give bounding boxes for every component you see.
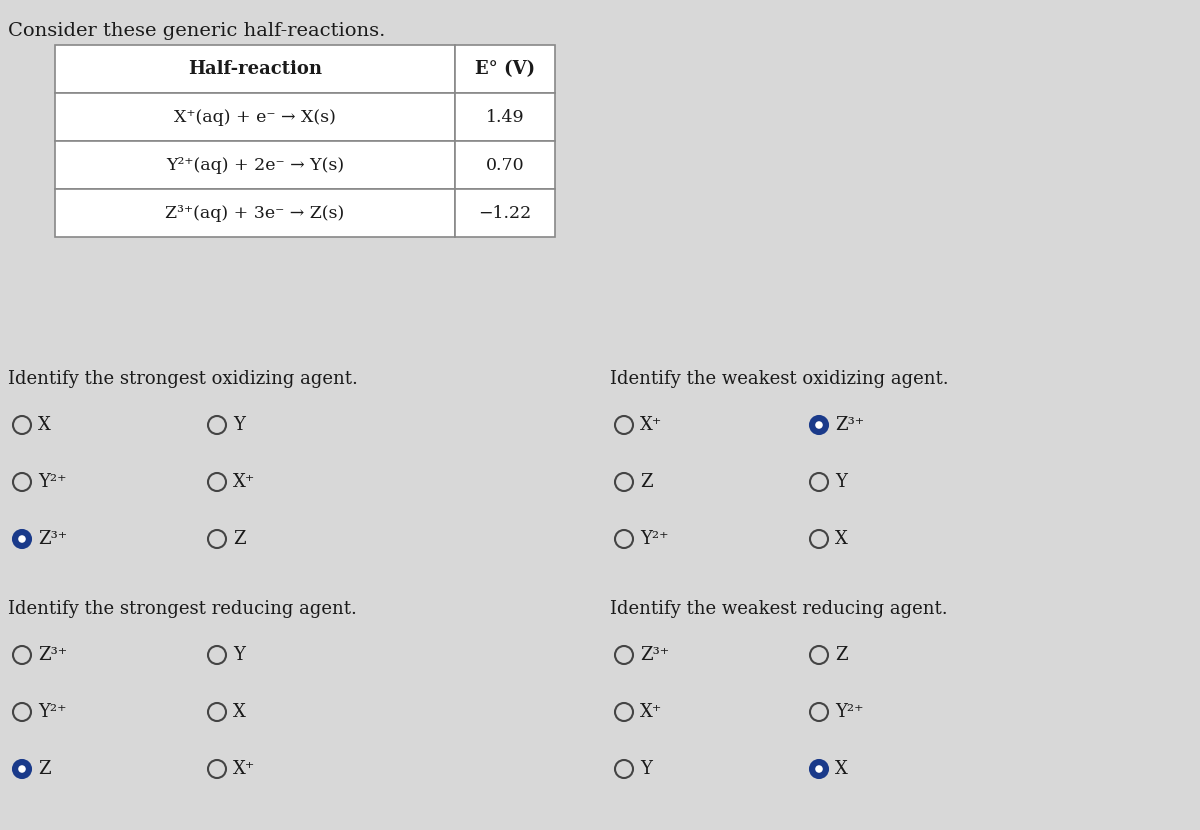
Circle shape — [13, 530, 31, 548]
FancyBboxPatch shape — [55, 141, 455, 189]
Circle shape — [13, 416, 31, 434]
Text: Z: Z — [640, 473, 653, 491]
Text: Z³⁺: Z³⁺ — [640, 646, 670, 664]
Text: Identify the strongest oxidizing agent.: Identify the strongest oxidizing agent. — [8, 370, 358, 388]
Circle shape — [208, 473, 226, 491]
Text: X⁺(aq) + e⁻ → X(s): X⁺(aq) + e⁻ → X(s) — [174, 109, 336, 125]
FancyBboxPatch shape — [455, 93, 554, 141]
Text: Y²⁺: Y²⁺ — [38, 473, 66, 491]
Circle shape — [810, 646, 828, 664]
Text: Z³⁺(aq) + 3e⁻ → Z(s): Z³⁺(aq) + 3e⁻ → Z(s) — [166, 204, 344, 222]
Text: Y²⁺: Y²⁺ — [835, 703, 864, 721]
Text: Y²⁺(aq) + 2e⁻ → Y(s): Y²⁺(aq) + 2e⁻ → Y(s) — [166, 157, 344, 173]
Circle shape — [810, 473, 828, 491]
Circle shape — [18, 535, 25, 543]
Circle shape — [13, 473, 31, 491]
Circle shape — [616, 646, 634, 664]
Text: X: X — [835, 530, 848, 548]
Circle shape — [616, 530, 634, 548]
Circle shape — [208, 530, 226, 548]
FancyBboxPatch shape — [455, 189, 554, 237]
Text: Half-reaction: Half-reaction — [188, 60, 322, 78]
Text: Y: Y — [233, 646, 245, 664]
Text: Y²⁺: Y²⁺ — [38, 703, 66, 721]
Circle shape — [208, 416, 226, 434]
Text: Y: Y — [835, 473, 847, 491]
Text: Identify the weakest oxidizing agent.: Identify the weakest oxidizing agent. — [610, 370, 949, 388]
Circle shape — [13, 703, 31, 721]
Circle shape — [810, 703, 828, 721]
Circle shape — [616, 703, 634, 721]
FancyBboxPatch shape — [455, 141, 554, 189]
Circle shape — [810, 530, 828, 548]
Text: −1.22: −1.22 — [479, 204, 532, 222]
Text: Z: Z — [38, 760, 50, 778]
Text: X: X — [38, 416, 50, 434]
Text: X: X — [233, 703, 246, 721]
Text: X⁺: X⁺ — [233, 473, 256, 491]
Circle shape — [208, 760, 226, 778]
FancyBboxPatch shape — [455, 45, 554, 93]
Text: Z: Z — [835, 646, 847, 664]
FancyBboxPatch shape — [55, 93, 455, 141]
Text: 1.49: 1.49 — [486, 109, 524, 125]
FancyBboxPatch shape — [55, 189, 455, 237]
Circle shape — [208, 646, 226, 664]
Circle shape — [815, 765, 823, 773]
Text: X: X — [835, 760, 848, 778]
Text: X⁺: X⁺ — [640, 416, 662, 434]
Circle shape — [13, 760, 31, 778]
Text: Z³⁺: Z³⁺ — [38, 646, 67, 664]
Circle shape — [810, 760, 828, 778]
Circle shape — [815, 421, 823, 429]
Text: Y: Y — [640, 760, 652, 778]
Circle shape — [616, 473, 634, 491]
Text: X⁺: X⁺ — [233, 760, 256, 778]
Circle shape — [616, 416, 634, 434]
Text: Consider these generic half-reactions.: Consider these generic half-reactions. — [8, 22, 385, 40]
Circle shape — [810, 416, 828, 434]
Text: Identify the strongest reducing agent.: Identify the strongest reducing agent. — [8, 600, 356, 618]
Text: Z: Z — [233, 530, 246, 548]
Text: Z³⁺: Z³⁺ — [38, 530, 67, 548]
Text: X⁺: X⁺ — [640, 703, 662, 721]
Text: Z³⁺: Z³⁺ — [835, 416, 864, 434]
FancyBboxPatch shape — [55, 45, 455, 93]
Circle shape — [18, 765, 25, 773]
Text: 0.70: 0.70 — [486, 157, 524, 173]
Circle shape — [208, 703, 226, 721]
Circle shape — [616, 760, 634, 778]
Text: Y²⁺: Y²⁺ — [640, 530, 668, 548]
Text: Identify the weakest reducing agent.: Identify the weakest reducing agent. — [610, 600, 948, 618]
Text: E° (V): E° (V) — [475, 60, 535, 78]
Circle shape — [13, 646, 31, 664]
Text: Y: Y — [233, 416, 245, 434]
